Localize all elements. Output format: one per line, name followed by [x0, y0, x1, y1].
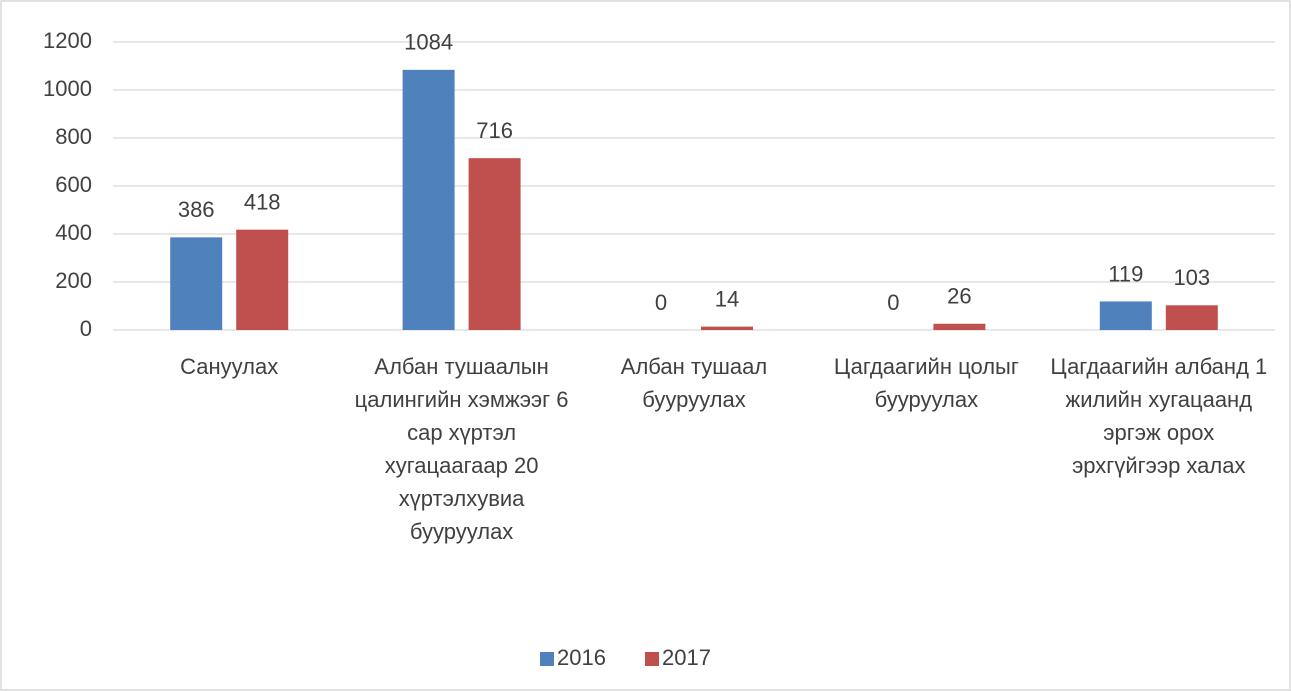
legend-swatch — [645, 652, 659, 666]
x-tick-label: Албан тушаалын цалингийн хэмжээг 6 сар х… — [354, 354, 569, 544]
y-tick-label: 200 — [55, 268, 92, 293]
value-label: 119 — [1108, 261, 1143, 286]
y-tick-label: 1200 — [43, 28, 92, 53]
legend-label: 2017 — [662, 645, 711, 670]
legend-label: 2016 — [557, 645, 606, 670]
value-label: 26 — [947, 284, 971, 309]
bar — [402, 69, 455, 330]
bar — [701, 326, 753, 330]
bar — [933, 323, 986, 330]
bar — [236, 229, 289, 330]
bar — [170, 237, 223, 330]
value-label: 1084 — [404, 30, 453, 55]
value-label: 418 — [244, 189, 281, 214]
bar — [1099, 301, 1152, 330]
x-tick-label: Сануулах — [180, 354, 279, 379]
value-label: 0 — [887, 290, 899, 315]
bar — [1165, 305, 1218, 330]
y-tick-label: 800 — [55, 124, 92, 149]
y-tick-label: 400 — [55, 220, 92, 245]
value-label: 386 — [178, 197, 215, 222]
value-label: 0 — [655, 290, 667, 315]
value-label: 103 — [1173, 265, 1210, 290]
y-tick-label: 1000 — [43, 76, 92, 101]
value-label: 14 — [715, 286, 739, 311]
value-label: 716 — [476, 118, 513, 143]
bar — [468, 158, 521, 330]
legend-swatch — [540, 652, 554, 666]
x-tick-label: Албан тушаал бууруулах — [620, 354, 768, 412]
x-tick-label: Цагдаагийн албанд 1 жилийн хугацаанд эрг… — [1050, 354, 1268, 478]
y-tick-label: 0 — [80, 316, 92, 341]
x-tick-label: Цагдаагийн цолыг бууруулах — [833, 354, 1019, 412]
y-tick-label: 600 — [55, 172, 92, 197]
